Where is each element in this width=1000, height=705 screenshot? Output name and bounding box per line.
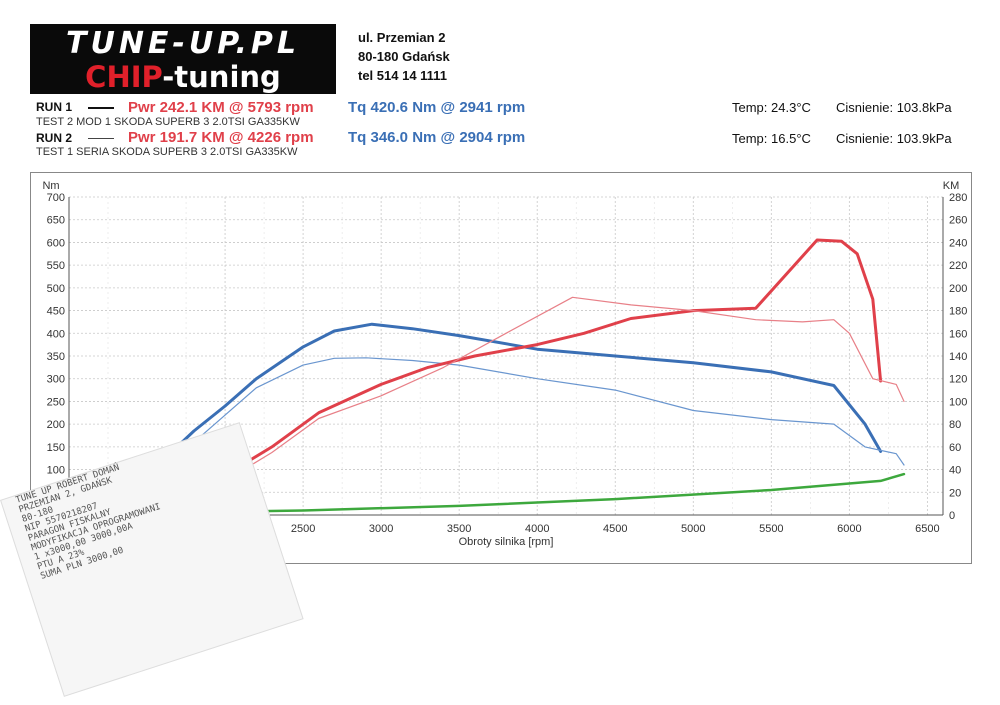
address-line-1: ul. Przemian 2 — [358, 30, 446, 45]
run2-power: Pwr 191.7 KM @ 4226 rpm — [128, 129, 314, 146]
logo-bottom-text: CHIP-tuning — [30, 60, 336, 94]
run1-temp: Temp: 24.3°C — [732, 100, 811, 115]
y-tick-left-label: 250 — [47, 396, 65, 408]
run1-label: RUN 1 — [36, 100, 73, 114]
y-tick-right-label: 240 — [949, 237, 967, 249]
run1-description: TEST 2 MOD 1 SKODA SUPERB 3 2.0TSI GA335… — [36, 116, 300, 128]
y-tick-left-label: 600 — [47, 237, 65, 249]
y-axis-left-label: Nm — [42, 180, 59, 192]
x-tick-label: 3000 — [369, 523, 393, 535]
y-tick-left-label: 450 — [47, 306, 65, 318]
series-pwr-run-1-line — [145, 238, 883, 511]
y-tick-right-label: 80 — [949, 419, 961, 431]
x-tick-label: 3500 — [447, 523, 471, 535]
logo: TUNE-UP.PL CHIP-tuning — [30, 24, 336, 94]
x-tick-label: 6000 — [837, 523, 861, 535]
y-tick-right-label: 260 — [949, 215, 967, 227]
y-tick-right-label: 120 — [949, 374, 967, 386]
run2-torque: Tq 346.0 Nm @ 2904 rpm — [348, 129, 526, 146]
y-axis-right-label: KM — [943, 180, 960, 192]
run2-line-sample — [88, 138, 114, 139]
y-tick-left-label: 300 — [47, 374, 65, 386]
run1-pressure: Cisnienie: 103.8kPa — [836, 100, 952, 115]
run2-pressure: Cisnienie: 103.9kPa — [836, 131, 952, 146]
run2-description: TEST 1 SERIA SKODA SUPERB 3 2.0TSI GA335… — [36, 146, 298, 158]
run2-temp: Temp: 16.5°C — [732, 131, 811, 146]
chart-svg: 0050201004015060200802501003001203501404… — [42, 180, 967, 548]
y-tick-right-label: 220 — [949, 260, 967, 272]
y-tick-left-label: 400 — [47, 328, 65, 340]
y-tick-right-label: 100 — [949, 396, 967, 408]
y-tick-right-label: 280 — [949, 192, 967, 204]
y-tick-left-label: 100 — [47, 465, 65, 477]
y-tick-right-label: 160 — [949, 328, 967, 340]
y-tick-right-label: 0 — [949, 510, 955, 522]
x-tick-label: 5500 — [759, 523, 783, 535]
x-tick-label: 4000 — [525, 523, 549, 535]
run1-line-sample — [88, 107, 114, 109]
y-tick-left-label: 150 — [47, 442, 65, 454]
series-tq-run-2-line — [146, 357, 905, 507]
x-tick-label: 2500 — [291, 523, 315, 535]
address-line-3: tel 514 14 1111 — [358, 68, 447, 83]
x-axis-label: Obroty silnika [rpm] — [459, 536, 554, 548]
run1-power: Pwr 242.1 KM @ 5793 rpm — [128, 99, 314, 116]
y-tick-left-label: 500 — [47, 283, 65, 295]
x-tick-label: 5000 — [681, 523, 705, 535]
y-tick-right-label: 200 — [949, 283, 967, 295]
run1-torque: Tq 420.6 Nm @ 2941 rpm — [348, 99, 526, 116]
y-tick-right-label: 140 — [949, 351, 967, 363]
series-pwr-run-2-line — [146, 296, 905, 510]
series-tq-run-1-line — [145, 322, 883, 503]
y-tick-right-label: 40 — [949, 465, 961, 477]
address-line-2: 80-180 Gdańsk — [358, 49, 450, 64]
x-tick-label: 4500 — [603, 523, 627, 535]
y-tick-left-label: 200 — [47, 419, 65, 431]
run2-label: RUN 2 — [36, 131, 73, 145]
logo-top-text: TUNE-UP.PL — [66, 26, 300, 61]
y-tick-left-label: 650 — [47, 215, 65, 227]
y-tick-right-label: 180 — [949, 306, 967, 318]
logo-chip: CHIP — [85, 60, 163, 94]
y-tick-left-label: 550 — [47, 260, 65, 272]
series-loss-line — [145, 472, 906, 514]
y-tick-right-label: 20 — [949, 487, 961, 499]
x-tick-label: 6500 — [915, 523, 939, 535]
y-tick-left-label: 700 — [47, 192, 65, 204]
y-tick-right-label: 60 — [949, 442, 961, 454]
y-tick-left-label: 350 — [47, 351, 65, 363]
logo-tuning: -tuning — [162, 60, 281, 94]
